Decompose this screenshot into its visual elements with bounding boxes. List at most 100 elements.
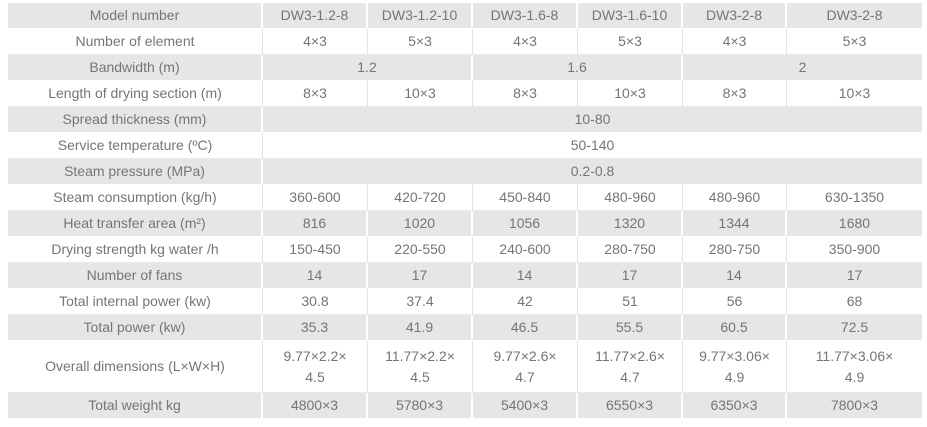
table-row-bandwidth: Bandwidth (m) 1.2 1.6 2: [8, 55, 922, 81]
table-row-steam-consumption: Steam consumption (kg/h) 360-600 420-720…: [8, 185, 922, 211]
spec-cell: 46.5: [473, 315, 578, 341]
spec-cell: DW3-1.6-10: [578, 3, 683, 29]
spec-cell: 1.6: [473, 55, 683, 81]
table-row-spread-thickness: Spread thickness (mm) 10-80: [8, 107, 922, 133]
spec-cell: 480-960: [683, 185, 787, 211]
spec-cell: 8×3: [683, 81, 787, 107]
table-row-total-weight: Total weight kg 4800×3 5780×3 5400×3 655…: [8, 393, 922, 419]
spec-cell: 55.5: [578, 315, 683, 341]
spec-cell: 480-960: [578, 185, 683, 211]
row-label: Spread thickness (mm): [8, 107, 263, 133]
spec-cell: 5×3: [578, 29, 683, 55]
spec-cell: 0.2-0.8: [263, 159, 922, 185]
spec-cell: 2: [683, 55, 922, 81]
row-label: Service temperature (ºC): [8, 133, 263, 159]
spec-cell: 6550×3: [578, 393, 683, 419]
spec-cell: 4×3: [683, 29, 787, 55]
table-row-model-number: Model number DW3-1.2-8 DW3-1.2-10 DW3-1.…: [8, 3, 922, 29]
spec-cell: 1056: [473, 211, 578, 237]
table-row-service-temperature: Service temperature (ºC) 50-140: [8, 133, 922, 159]
spec-cell: 50-140: [263, 133, 922, 159]
spec-cell: 220-550: [368, 237, 473, 263]
table-row-drying-strength: Drying strength kg water /h 150-450 220-…: [8, 237, 922, 263]
spec-cell: 14: [683, 263, 787, 289]
spec-cell: 51: [578, 289, 683, 315]
row-label: Length of drying section (m): [8, 81, 263, 107]
spec-cell: 10×3: [368, 81, 473, 107]
spec-cell: 1344: [683, 211, 787, 237]
spec-cell: 17: [787, 263, 922, 289]
spec-cell: 56: [683, 289, 787, 315]
table-row-overall-dimensions: Overall dimensions (L×W×H) 9.77×2.2× 4.5…: [8, 341, 922, 393]
spec-cell: 35.3: [263, 315, 368, 341]
spec-cell: 11.77×2.2× 4.5: [368, 341, 473, 393]
spec-cell: 37.4: [368, 289, 473, 315]
spec-cell: 7800×3: [787, 393, 922, 419]
spec-cell: 350-900: [787, 237, 922, 263]
spec-cell: DW3-2-8: [787, 3, 922, 29]
spec-cell: 816: [263, 211, 368, 237]
table-row-total-power: Total power (kw) 35.3 41.9 46.5 55.5 60.…: [8, 315, 922, 341]
spec-cell: 42: [473, 289, 578, 315]
spec-cell: 9.77×2.2× 4.5: [263, 341, 368, 393]
spec-cell: 1320: [578, 211, 683, 237]
row-label: Overall dimensions (L×W×H): [8, 341, 263, 393]
spec-cell: 1020: [368, 211, 473, 237]
spec-cell: 30.8: [263, 289, 368, 315]
spec-table: Model number DW3-1.2-8 DW3-1.2-10 DW3-1.…: [8, 3, 922, 419]
row-label: Number of element: [8, 29, 263, 55]
spec-cell: 8×3: [473, 81, 578, 107]
spec-cell: 9.77×2.6× 4.7: [473, 341, 578, 393]
spec-cell: 10×3: [578, 81, 683, 107]
row-label: Model number: [8, 3, 263, 29]
spec-cell: 8×3: [263, 81, 368, 107]
spec-cell: 1680: [787, 211, 922, 237]
row-label: Bandwidth (m): [8, 55, 263, 81]
spec-cell: 280-750: [683, 237, 787, 263]
spec-cell: 5×3: [787, 29, 922, 55]
spec-cell: DW3-2-8: [683, 3, 787, 29]
row-label: Total internal power (kw): [8, 289, 263, 315]
spec-cell: 17: [368, 263, 473, 289]
row-label: Number of fans: [8, 263, 263, 289]
table-row-heat-transfer-area: Heat transfer area (m²) 816 1020 1056 13…: [8, 211, 922, 237]
spec-cell: 630-1350: [787, 185, 922, 211]
spec-cell: 150-450: [263, 237, 368, 263]
spec-cell: 5400×3: [473, 393, 578, 419]
spec-cell: 4×3: [473, 29, 578, 55]
spec-cell: DW3-1.6-8: [473, 3, 578, 29]
spec-cell: 6350×3: [683, 393, 787, 419]
spec-cell: 360-600: [263, 185, 368, 211]
spec-cell: 450-840: [473, 185, 578, 211]
spec-cell: 280-750: [578, 237, 683, 263]
spec-cell: 41.9: [368, 315, 473, 341]
spec-cell: 68: [787, 289, 922, 315]
spec-cell: 14: [263, 263, 368, 289]
row-label: Steam pressure (MPa): [8, 159, 263, 185]
spec-cell: DW3-1.2-8: [263, 3, 368, 29]
row-label: Heat transfer area (m²): [8, 211, 263, 237]
row-label: Total weight kg: [8, 393, 263, 419]
table-row-number-of-element: Number of element 4×3 5×3 4×3 5×3 4×3 5×…: [8, 29, 922, 55]
spec-cell: 11.77×2.6× 4.7: [578, 341, 683, 393]
table-row-number-of-fans: Number of fans 14 17 14 17 14 17: [8, 263, 922, 289]
spec-cell: 420-720: [368, 185, 473, 211]
table-row-total-internal-power: Total internal power (kw) 30.8 37.4 42 5…: [8, 289, 922, 315]
spec-cell: 60.5: [683, 315, 787, 341]
spec-cell: 10×3: [787, 81, 922, 107]
spec-cell: 5780×3: [368, 393, 473, 419]
table-row-length-of-drying-section: Length of drying section (m) 8×3 10×3 8×…: [8, 81, 922, 107]
row-label: Drying strength kg water /h: [8, 237, 263, 263]
spec-cell: DW3-1.2-10: [368, 3, 473, 29]
spec-cell: 240-600: [473, 237, 578, 263]
spec-cell: 10-80: [263, 107, 922, 133]
spec-cell: 5×3: [368, 29, 473, 55]
spec-cell: 1.2: [263, 55, 473, 81]
spec-cell: 11.77×3.06× 4.9: [787, 341, 922, 393]
spec-cell: 4800×3: [263, 393, 368, 419]
spec-cell: 9.77×3.06× 4.9: [683, 341, 787, 393]
spec-cell: 4×3: [263, 29, 368, 55]
spec-cell: 72.5: [787, 315, 922, 341]
table-row-steam-pressure: Steam pressure (MPa) 0.2-0.8: [8, 159, 922, 185]
